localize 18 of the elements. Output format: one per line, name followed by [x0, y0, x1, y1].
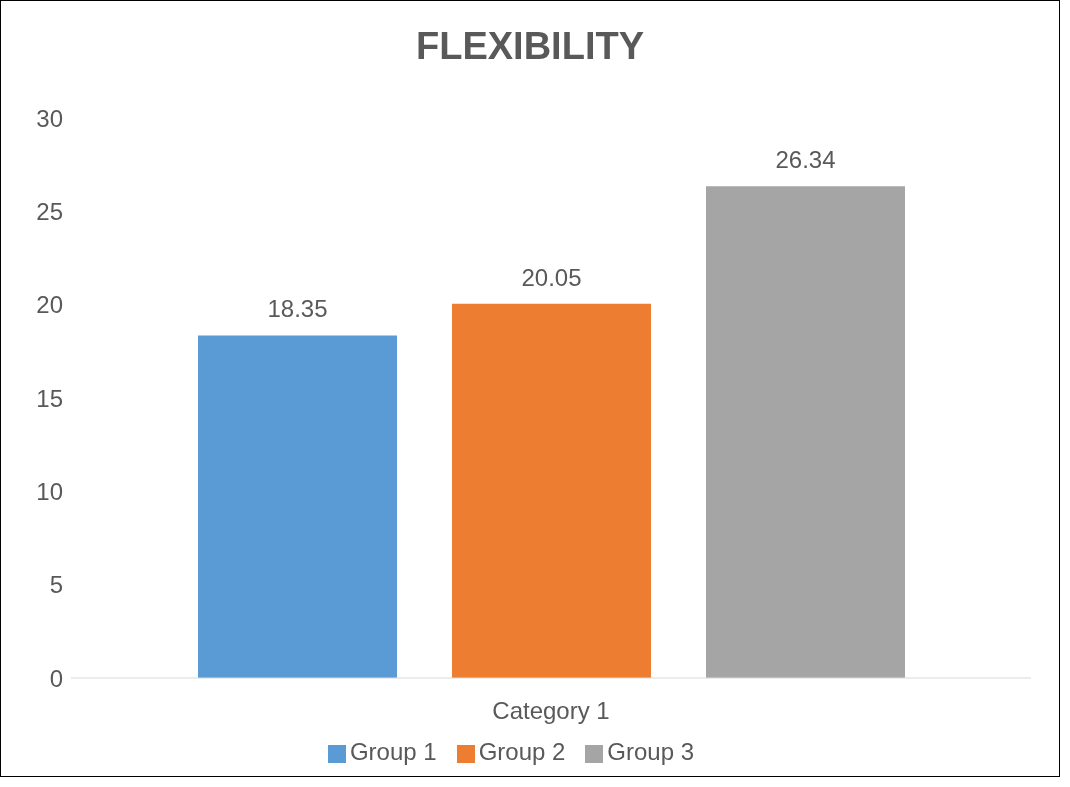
x-tick-label: Category 1	[492, 697, 610, 725]
y-tick-label: 25	[36, 197, 63, 225]
bar	[198, 335, 397, 678]
bar	[452, 303, 651, 678]
y-tick-label: 15	[36, 384, 63, 412]
legend-label: Group 1	[349, 738, 437, 765]
y-tick-label: 10	[36, 477, 63, 505]
data-label: 18.35	[267, 295, 328, 323]
legend-label: Group 3	[607, 738, 695, 765]
data-label: 26.34	[775, 146, 836, 174]
y-tick-label: 30	[36, 104, 63, 132]
data-label: 20.05	[521, 263, 582, 291]
y-tick-label: 0	[49, 664, 63, 692]
legend-label: Group 2	[478, 738, 566, 765]
y-tick-label: 5	[49, 571, 63, 599]
bar	[706, 186, 905, 678]
y-tick-label: 20	[36, 291, 63, 319]
chart-title: FLEXIBILITY	[415, 25, 645, 68]
